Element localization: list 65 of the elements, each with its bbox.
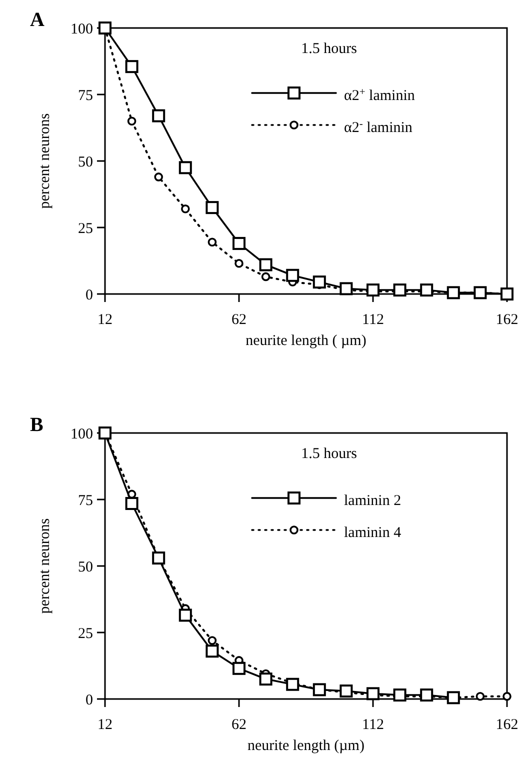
point xyxy=(154,172,163,182)
point xyxy=(125,60,138,74)
chart-title: A xyxy=(30,9,45,31)
point xyxy=(127,116,136,126)
point xyxy=(420,284,434,297)
point xyxy=(312,276,326,289)
y-tick-label: 50 xyxy=(78,154,93,170)
legend-label: α2$^{-}$ laminin xyxy=(344,118,413,136)
y-tick-label: 25 xyxy=(78,626,93,642)
x-tick-label: 62 xyxy=(232,312,246,328)
y-tick-label: 75 xyxy=(78,492,93,509)
point xyxy=(502,692,512,701)
point xyxy=(393,688,406,702)
point xyxy=(420,688,434,702)
point xyxy=(312,683,326,696)
point xyxy=(366,284,380,297)
point xyxy=(366,687,380,700)
point xyxy=(446,691,460,704)
point xyxy=(178,608,192,622)
y-axis-title: percent neurons xyxy=(37,518,53,614)
legend-title: 1.5 hours xyxy=(301,446,358,462)
point xyxy=(152,552,166,565)
x-tick-label: 12 xyxy=(98,717,112,733)
point xyxy=(232,662,246,675)
point xyxy=(259,258,272,272)
point xyxy=(125,496,138,510)
y-tick-label: 0 xyxy=(86,692,93,708)
x-tick-label: 112 xyxy=(362,312,384,328)
point xyxy=(181,204,190,214)
point xyxy=(259,672,272,686)
x-tick-label: 162 xyxy=(496,717,518,733)
point xyxy=(446,286,460,300)
point xyxy=(340,282,353,296)
x-tick-label: 112 xyxy=(362,717,384,733)
point xyxy=(232,236,246,250)
x-tick-label: 162 xyxy=(496,312,518,328)
point xyxy=(206,644,219,658)
x-axis-title: neurite length (µm) xyxy=(248,738,364,754)
point xyxy=(476,692,485,701)
point xyxy=(286,268,300,282)
point xyxy=(340,684,353,698)
x-tick-label: 62 xyxy=(232,717,246,733)
legend-label: α2$^{+}$ laminin xyxy=(344,86,416,104)
y-tick-label: 100 xyxy=(70,21,93,38)
y-tick-label: 100 xyxy=(70,426,93,442)
y-tick-label: 0 xyxy=(86,287,93,304)
x-tick-label: 12 xyxy=(98,312,112,328)
point xyxy=(393,284,406,297)
point xyxy=(152,109,166,122)
y-tick-label: 75 xyxy=(78,88,93,104)
y-tick-label: 50 xyxy=(78,559,93,576)
point xyxy=(206,201,219,214)
legend-label: laminin 4 xyxy=(344,525,402,541)
point xyxy=(208,238,217,247)
point xyxy=(178,161,192,174)
y-axis-title: percent neurons xyxy=(37,113,53,209)
point xyxy=(234,259,244,268)
legend-label: laminin 2 xyxy=(344,493,402,509)
y-tick-label: 25 xyxy=(78,220,93,237)
point xyxy=(286,678,300,691)
point xyxy=(261,272,270,282)
chart-title: B xyxy=(30,414,44,436)
point xyxy=(208,636,217,645)
x-axis-title: neurite length ( µm) xyxy=(246,333,366,349)
legend-title: 1.5 hours xyxy=(301,41,358,57)
